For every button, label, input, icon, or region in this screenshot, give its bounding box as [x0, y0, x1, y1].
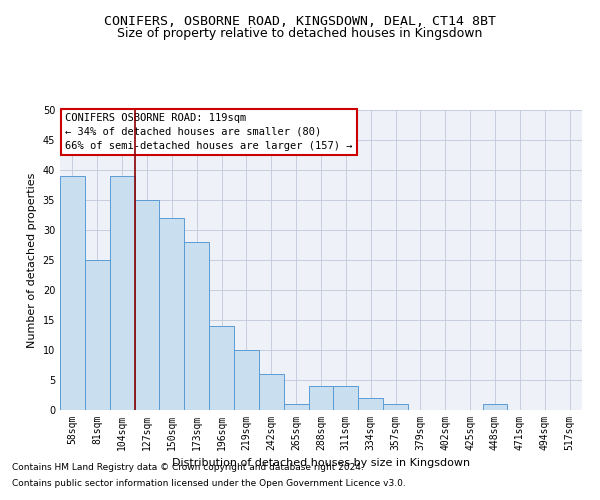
Bar	[259, 374, 284, 410]
Bar	[334, 386, 358, 410]
Bar	[209, 326, 234, 410]
Bar	[358, 398, 383, 410]
Bar	[60, 176, 85, 410]
Bar	[308, 386, 334, 410]
Bar	[383, 404, 408, 410]
Text: Contains public sector information licensed under the Open Government Licence v3: Contains public sector information licen…	[12, 478, 406, 488]
Bar	[184, 242, 209, 410]
Bar	[482, 404, 508, 410]
Bar	[284, 404, 308, 410]
Bar	[85, 260, 110, 410]
Bar	[160, 218, 184, 410]
X-axis label: Distribution of detached houses by size in Kingsdown: Distribution of detached houses by size …	[172, 458, 470, 468]
Text: Contains HM Land Registry data © Crown copyright and database right 2024.: Contains HM Land Registry data © Crown c…	[12, 464, 364, 472]
Bar	[110, 176, 134, 410]
Y-axis label: Number of detached properties: Number of detached properties	[27, 172, 37, 348]
Text: CONIFERS OSBORNE ROAD: 119sqm
← 34% of detached houses are smaller (80)
66% of s: CONIFERS OSBORNE ROAD: 119sqm ← 34% of d…	[65, 113, 353, 151]
Bar	[234, 350, 259, 410]
Text: CONIFERS, OSBORNE ROAD, KINGSDOWN, DEAL, CT14 8BT: CONIFERS, OSBORNE ROAD, KINGSDOWN, DEAL,…	[104, 15, 496, 28]
Text: Size of property relative to detached houses in Kingsdown: Size of property relative to detached ho…	[118, 28, 482, 40]
Bar	[134, 200, 160, 410]
